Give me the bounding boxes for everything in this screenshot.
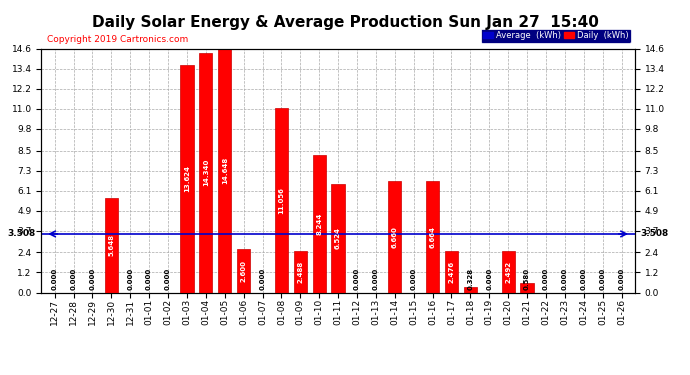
Bar bbox=[294, 251, 307, 292]
Bar bbox=[445, 251, 458, 292]
Text: 2.492: 2.492 bbox=[505, 261, 511, 283]
Text: 0.000: 0.000 bbox=[165, 268, 171, 290]
Bar bbox=[237, 249, 250, 292]
Text: 2.600: 2.600 bbox=[241, 260, 246, 282]
Text: 6.524: 6.524 bbox=[335, 227, 341, 249]
Legend: Average  (kWh), Daily  (kWh): Average (kWh), Daily (kWh) bbox=[481, 28, 631, 42]
Text: 2.488: 2.488 bbox=[297, 261, 304, 283]
Text: 0.000: 0.000 bbox=[52, 268, 58, 290]
Bar bbox=[180, 65, 193, 292]
Text: 0.580: 0.580 bbox=[524, 268, 530, 290]
Text: 14.340: 14.340 bbox=[203, 159, 209, 186]
Text: 3.508: 3.508 bbox=[7, 230, 35, 238]
Bar bbox=[199, 53, 213, 292]
Text: 0.000: 0.000 bbox=[90, 268, 95, 290]
Text: 0.000: 0.000 bbox=[127, 268, 133, 290]
Text: 6.660: 6.660 bbox=[392, 226, 398, 248]
Bar bbox=[388, 181, 402, 292]
Text: 3.508: 3.508 bbox=[641, 230, 669, 238]
Bar bbox=[275, 108, 288, 292]
Text: 0.000: 0.000 bbox=[618, 268, 624, 290]
Bar bbox=[464, 287, 477, 292]
Text: 0.000: 0.000 bbox=[486, 268, 492, 290]
Text: 13.624: 13.624 bbox=[184, 165, 190, 192]
Text: 0.000: 0.000 bbox=[70, 268, 77, 290]
Text: 0.000: 0.000 bbox=[543, 268, 549, 290]
Text: 2.476: 2.476 bbox=[448, 261, 455, 283]
Bar bbox=[105, 198, 118, 292]
Bar bbox=[520, 283, 533, 292]
Text: 0.000: 0.000 bbox=[259, 268, 266, 290]
Bar bbox=[313, 155, 326, 292]
Bar bbox=[331, 184, 345, 292]
Text: 5.648: 5.648 bbox=[108, 234, 115, 256]
Text: 0.000: 0.000 bbox=[600, 268, 606, 290]
Text: 11.056: 11.056 bbox=[278, 187, 284, 214]
Text: Copyright 2019 Cartronics.com: Copyright 2019 Cartronics.com bbox=[48, 35, 188, 44]
Text: Daily Solar Energy & Average Production Sun Jan 27  15:40: Daily Solar Energy & Average Production … bbox=[92, 15, 598, 30]
Bar bbox=[502, 251, 515, 292]
Bar bbox=[426, 181, 440, 292]
Text: 0.000: 0.000 bbox=[354, 268, 360, 290]
Text: 0.000: 0.000 bbox=[411, 268, 417, 290]
Text: 0.000: 0.000 bbox=[581, 268, 586, 290]
Text: 14.648: 14.648 bbox=[221, 157, 228, 184]
Text: 8.244: 8.244 bbox=[316, 213, 322, 235]
Bar bbox=[218, 48, 231, 292]
Text: 6.664: 6.664 bbox=[430, 226, 435, 248]
Text: 0.000: 0.000 bbox=[146, 268, 152, 290]
Text: 0.000: 0.000 bbox=[373, 268, 379, 290]
Text: 0.328: 0.328 bbox=[467, 268, 473, 290]
Text: 0.000: 0.000 bbox=[562, 268, 568, 290]
